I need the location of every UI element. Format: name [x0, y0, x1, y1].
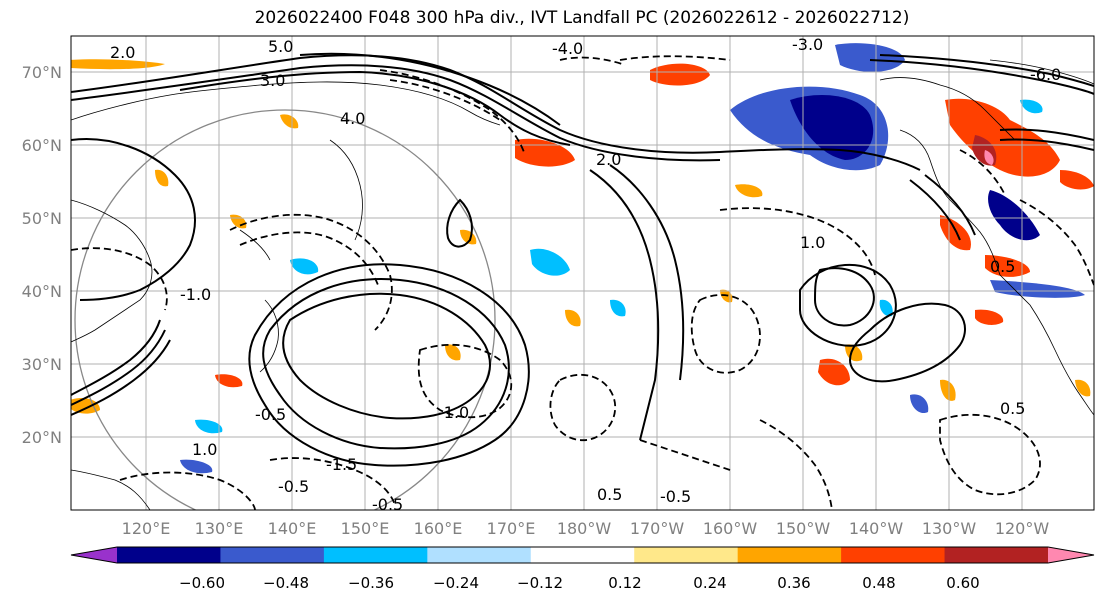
contour-label: -3.0 — [792, 35, 823, 54]
contour-label: -6.0 — [1030, 65, 1061, 84]
contour-label: 4.0 — [340, 109, 365, 128]
colorbar-segment — [117, 547, 221, 563]
lon-label: 130°E — [195, 519, 244, 538]
colorbar-segment — [944, 547, 1049, 563]
contour-label: 2.0 — [596, 150, 621, 169]
map-plot-area: 2.0 3.0 4.0 5.0 1.0 0.5 -0.5 -1.0 -1.5 -… — [70, 35, 1095, 514]
contour-label: 1.0 — [800, 233, 825, 252]
lat-label: 50°N — [22, 209, 62, 228]
contour-label: -1.0 — [438, 403, 469, 422]
colorbar-extend-low — [71, 547, 117, 563]
range-circle — [74, 109, 496, 510]
lon-label: 140°E — [268, 519, 317, 538]
lon-label: 180°W — [557, 519, 612, 538]
colorbar-tick-label: 0.60 — [946, 574, 979, 592]
page-title: 2026022400 F048 300 hPa div., IVT Landfa… — [254, 8, 910, 28]
lon-label: 130°W — [922, 519, 977, 538]
lon-label: 160°E — [414, 519, 463, 538]
colorbar-segment — [737, 547, 842, 563]
colorbar-tick-label: −0.24 — [433, 574, 479, 592]
divergence-shading — [71, 43, 1094, 474]
colorbar-segment — [427, 547, 532, 563]
longitude-labels: 120°E 130°E 140°E 150°E 160°E 170°E 180°… — [122, 519, 1050, 538]
positive-contours — [71, 52, 1094, 467]
contour-label: -0.5 — [660, 487, 691, 506]
contour-label: 0.5 — [990, 257, 1015, 276]
colorbar-tick-label: 0.12 — [608, 574, 641, 592]
contour-label: -0.5 — [372, 495, 403, 514]
contour-label: 3.0 — [260, 71, 285, 90]
contour-label: 5.0 — [268, 37, 293, 56]
colorbar-extend-high — [1048, 547, 1094, 563]
map-frame — [70, 35, 1095, 511]
colorbar-segments — [71, 547, 1094, 563]
lon-label: 170°W — [630, 519, 685, 538]
lon-label: 150°W — [776, 519, 831, 538]
lat-label: 70°N — [22, 63, 62, 82]
lat-label: 30°N — [22, 355, 62, 374]
colorbar-tick-labels: −0.60 −0.48 −0.36 −0.24 −0.12 0.12 0.24 … — [179, 574, 980, 592]
colorbar-tick-label: −0.60 — [179, 574, 225, 592]
lat-label: 60°N — [22, 136, 62, 155]
lon-label: 120°E — [122, 519, 171, 538]
lon-label: 120°W — [995, 519, 1050, 538]
lon-label: 140°W — [849, 519, 904, 538]
lon-label: 160°W — [703, 519, 758, 538]
colorbar-segment — [323, 547, 428, 563]
colorbar-tick-label: −0.36 — [348, 574, 394, 592]
latitude-labels: 70°N 60°N 50°N 40°N 30°N 20°N — [22, 63, 62, 447]
colorbar-segment — [841, 547, 946, 563]
negative-contours — [71, 55, 1094, 510]
colorbar-segment — [530, 547, 635, 563]
contour-labels: 2.0 3.0 4.0 5.0 1.0 0.5 -0.5 -1.0 -1.5 -… — [110, 35, 1061, 514]
colorbar-segment — [634, 547, 739, 563]
colorbar-outline — [70, 546, 1095, 564]
map-gridlines — [71, 36, 1094, 510]
colorbar-segment — [220, 547, 325, 563]
colorbar-tick-label: −0.48 — [263, 574, 309, 592]
contour-label: -4.0 — [552, 39, 583, 58]
contour-label: -0.5 — [278, 477, 309, 496]
lat-label: 20°N — [22, 428, 62, 447]
colorbar-tick-label: 0.24 — [693, 574, 726, 592]
contour-label: 1.0 — [192, 440, 217, 459]
lon-label: 150°E — [341, 519, 390, 538]
lon-label: 170°E — [487, 519, 536, 538]
contour-label: 0.5 — [1000, 399, 1025, 418]
colorbar-tick-label: −0.12 — [517, 574, 563, 592]
colorbar-tick-label: 0.48 — [862, 574, 895, 592]
contour-label: -1.0 — [180, 285, 211, 304]
contour-label: -1.5 — [326, 455, 357, 474]
contour-label: 0.5 — [597, 485, 622, 504]
lat-label: 40°N — [22, 282, 62, 301]
coastlines — [71, 59, 1094, 510]
contour-label: 2.0 — [110, 43, 135, 62]
contour-label: -0.5 — [255, 405, 286, 424]
colorbar-tick-label: 0.36 — [777, 574, 810, 592]
colorbar: −0.60 −0.48 −0.36 −0.24 −0.12 0.12 0.24 … — [70, 546, 1095, 592]
